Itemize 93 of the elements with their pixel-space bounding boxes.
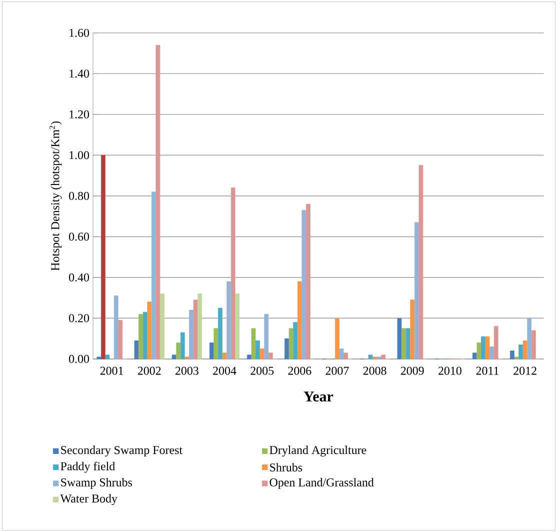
legend-label: Shrubs xyxy=(270,463,302,472)
x-tick-label: 2010 xyxy=(438,366,462,375)
bar xyxy=(151,192,156,360)
bar xyxy=(339,348,344,360)
bar xyxy=(189,310,194,360)
x-tick-label: 2004 xyxy=(213,366,236,375)
bar xyxy=(414,222,419,360)
bar xyxy=(302,210,306,360)
y-tick-label: 0.00 xyxy=(69,354,90,364)
bar xyxy=(260,348,264,360)
bar xyxy=(138,314,143,360)
bar xyxy=(297,281,302,360)
bar xyxy=(226,281,231,360)
x-tick-label: 2005 xyxy=(250,366,274,375)
y-tick-label: 0.40 xyxy=(69,273,90,282)
bar xyxy=(381,354,386,360)
bar xyxy=(251,328,256,360)
bar xyxy=(214,328,218,360)
bar xyxy=(101,155,106,360)
legend-label: Swamp Shrubs xyxy=(61,478,132,489)
y-tick-label: 1.00 xyxy=(70,151,90,160)
x-tick-label: 2003 xyxy=(176,366,198,375)
bar xyxy=(494,326,498,360)
bar xyxy=(176,342,181,360)
bar xyxy=(134,340,139,360)
bar xyxy=(284,338,289,360)
bar xyxy=(306,204,310,360)
bar xyxy=(510,350,514,360)
bar xyxy=(481,336,486,360)
bar xyxy=(218,308,222,360)
y-tick-label: 1.40 xyxy=(70,70,90,78)
bar xyxy=(410,300,415,360)
y-tick-label: 0.60 xyxy=(69,232,90,241)
bar xyxy=(368,354,373,360)
bar xyxy=(222,352,227,360)
legend-label: Dryland Agriculture xyxy=(270,446,366,457)
bar xyxy=(193,300,198,360)
y-tick-label: 1.60 xyxy=(70,28,90,37)
bar xyxy=(406,328,410,360)
bar xyxy=(235,294,240,360)
bar xyxy=(180,332,185,360)
bar xyxy=(105,354,110,360)
bar xyxy=(344,352,348,360)
bar xyxy=(288,328,294,360)
bar xyxy=(96,356,102,360)
bar xyxy=(209,342,214,360)
bar xyxy=(514,356,519,360)
legend-label: Paddy field xyxy=(60,462,115,473)
bar xyxy=(256,340,260,360)
bar xyxy=(247,354,252,360)
y-axis-title: Hotspot Density (hotspot/Km$^{2}$) xyxy=(50,122,62,271)
x-tick-label: 2001 xyxy=(100,366,124,375)
x-axis-title: Year xyxy=(304,392,334,402)
x-tick-label: 2009 xyxy=(400,366,424,375)
bar xyxy=(397,318,402,360)
legend-label: Water Body xyxy=(60,494,118,506)
bar xyxy=(198,294,202,360)
bar xyxy=(527,318,532,360)
bar xyxy=(147,302,152,360)
y-tick-label: 1.20 xyxy=(70,110,90,119)
bar xyxy=(114,296,118,360)
legend-label: Secondary Swamp Forest xyxy=(61,446,182,457)
x-tick-label: 2008 xyxy=(363,366,386,375)
bar xyxy=(156,44,160,360)
bar xyxy=(264,314,269,360)
bar xyxy=(335,318,340,360)
bar xyxy=(230,188,236,360)
bar xyxy=(372,356,377,360)
bar xyxy=(142,312,148,360)
bar xyxy=(172,354,176,360)
bar xyxy=(376,356,382,360)
bar xyxy=(472,352,477,360)
bar xyxy=(485,336,490,360)
legend-label: Open Land/Grassland xyxy=(270,478,374,489)
x-tick-label: 2002 xyxy=(138,366,161,375)
bar xyxy=(531,330,536,360)
bar xyxy=(184,356,190,360)
x-tick-label: 2007 xyxy=(326,366,349,375)
bar xyxy=(160,294,164,360)
y-tick-label: 0.80 xyxy=(69,192,90,200)
bar xyxy=(402,328,406,360)
bar xyxy=(293,322,298,360)
x-tick-label: 2006 xyxy=(288,366,312,375)
bar xyxy=(490,346,494,360)
y-tick-label: 0.20 xyxy=(69,314,90,322)
bar xyxy=(118,320,123,360)
x-tick-label: 2012 xyxy=(514,366,536,375)
bar xyxy=(522,340,528,360)
bar xyxy=(518,344,523,360)
x-tick-label: 2011 xyxy=(476,366,499,375)
bar xyxy=(476,342,482,360)
bar xyxy=(418,165,424,360)
bar xyxy=(268,352,273,360)
